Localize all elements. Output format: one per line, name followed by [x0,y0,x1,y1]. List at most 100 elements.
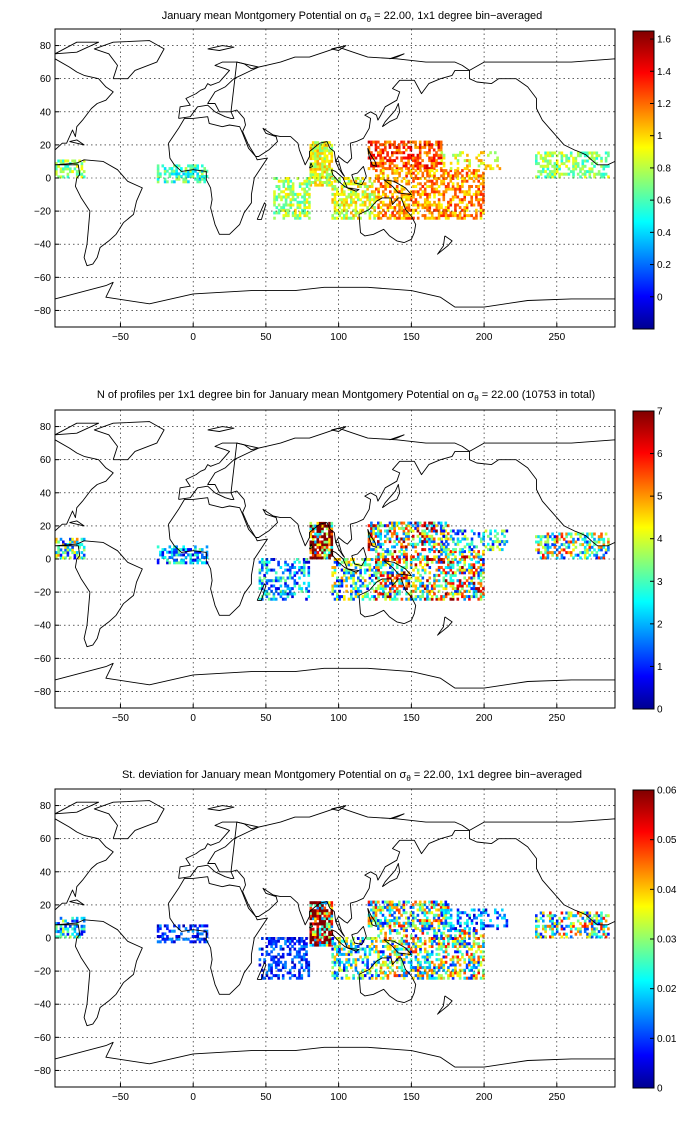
panel-stdev-data-cell-6 [440,974,443,978]
panel-stdev-data-cell-4 [333,945,337,948]
panel-stdev-data-cell-3 [307,974,311,978]
panel-count-data-cell-6 [435,573,439,577]
panel-count-data-cell-6 [398,589,401,593]
panel-mean-data-cell-8 [546,175,550,179]
panel-count-data-cell-3 [298,576,301,580]
panel-count-data-cell-0 [75,537,79,541]
panel-count-data-cell-0 [66,551,70,555]
panel-mean-data-cell-6 [407,208,411,212]
panel-count-data-cell-2 [330,543,334,547]
panel-mean-coastline [389,53,405,60]
panel-stdev-data-cell-6 [456,937,460,940]
panel-mean-data-cell-6 [402,192,406,196]
panel-stdev-data-cell-3 [298,974,301,978]
panel-stdev-data-cell-8 [539,935,543,939]
panel-count-data-cell-0 [57,548,60,552]
panel-count-data-cell-7 [487,548,490,552]
panel-count-data-cell-3 [258,568,262,572]
panel-stdev-data-cell-0 [57,930,60,934]
panel-count-data-cell-4 [366,584,369,588]
panel-count-data-cell-8 [539,537,543,541]
panel-stdev-data-cell-6 [433,931,436,935]
panel-stdev-data-cell-4 [368,952,372,956]
panel-mean-data-cell-4 [347,203,351,207]
panel-count-data-cell-2 [318,540,322,544]
panel-stdev-coastline [469,818,616,926]
panel-stdev-data-cell-3 [295,950,299,954]
panel-stdev-data-cell-8 [537,935,540,939]
panel-count-data-cell-8 [593,540,596,544]
panel-stdev-data-cell-0 [59,916,63,920]
panel-stdev-data-cell-6 [412,968,415,972]
panel-count-data-cell-3 [286,563,290,567]
panel-stdev-data-cell-5 [386,905,389,909]
panel-mean-data-cell-4 [366,195,369,199]
panel-count-data-cell-5 [405,526,408,530]
panel-stdev-data-cell-8 [604,935,608,939]
panel-stdev-data-cell-3 [281,974,285,978]
panel-count-data-cell-4 [363,592,367,596]
panel-count-data-cell-5 [386,524,389,528]
panel-mean-data-cell-4 [333,216,337,220]
panel-stdev-data-cell-8 [535,932,538,936]
panel-count-data-cell-6 [451,573,455,577]
panel-mean-data-cell-4 [345,203,348,207]
panel-count-data-cell-3 [267,597,271,601]
panel-count-data-cell-3 [302,558,306,561]
panel-mean-data-cell-1 [196,177,199,181]
panel-mean-data-cell-8 [572,170,575,174]
panel-stdev-data-cell-6 [463,942,466,946]
panel-stdev-y-tick-label: −20 [34,967,51,978]
panel-mean-data-cell-6 [414,190,418,194]
panel-mean-data-cell-4 [336,200,339,204]
panel-stdev-data-cell-6 [430,976,434,980]
panel-count-data-cell-5 [414,521,417,525]
panel-stdev-coastline [358,957,417,1004]
panel-count-data-cell-5 [395,521,399,525]
panel-mean-data-cell-8 [567,172,571,176]
panel-mean-data-cell-3 [291,195,295,199]
panel-count-data-cell-5 [381,542,385,546]
panel-count-data-cell-4 [363,568,367,572]
panel-stdev-data-cell-6 [454,966,457,970]
panel-count-data-cell-6 [482,568,485,572]
panel-count-data-cell-7 [452,537,455,541]
panel-count-data-cell-6 [391,555,394,559]
panel-count-data-cell-6 [458,552,462,556]
panel-count-data-cell-3 [298,584,301,588]
panel-stdev-data-cell-6 [402,939,406,943]
panel-mean-data-cell-3 [275,185,279,188]
panel-count-data-cell-6 [386,550,390,554]
panel-count-data-cell-6 [421,568,425,572]
panel-stdev-data-cell-4 [370,942,374,946]
panel-stdev-data-cell-5 [374,911,378,915]
panel-stdev-data-cell-5 [393,919,396,923]
panel-count-data-cell-3 [305,587,308,591]
panel-mean-data-cell-6 [482,185,485,188]
panel-stdev-data-cell-6 [440,934,443,938]
panel-mean-data-cell-4 [361,192,365,196]
panel-mean-data-cell-5 [379,156,382,160]
panel-count-data-cell-1 [203,556,206,559]
panel-mean-data-cell-6 [405,216,408,220]
panel-count-data-cell-4 [343,579,346,583]
panel-mean-data-cell-6 [435,203,439,207]
panel-mean-data-cell-2 [318,157,322,161]
panel-mean-data-cell-8 [546,151,550,155]
panel-stdev-data-cell-3 [258,947,262,951]
panel-count-data-cell-5 [428,529,431,533]
panel-mean-data-cell-2 [323,146,327,150]
panel-mean-data-cell-6 [447,182,450,186]
panel-count-data-cell-6 [389,550,392,554]
panel-mean-data-cell-6 [458,187,462,191]
panel-count-data-cell-6 [437,573,441,577]
panel-stdev-data-cell-4 [333,942,337,946]
panel-stdev-data-cell-2 [316,906,320,910]
panel-count-data-cell-6 [440,552,443,556]
panel-mean-data-cell-4 [354,182,358,186]
panel-stdev-data-cell-6 [437,942,441,946]
panel-count-data-cell-4 [333,560,337,564]
panel-stdev-data-cell-6 [447,937,450,940]
panel-mean-data-cell-5 [409,156,413,160]
panel-count-data-cell-8 [544,548,547,552]
